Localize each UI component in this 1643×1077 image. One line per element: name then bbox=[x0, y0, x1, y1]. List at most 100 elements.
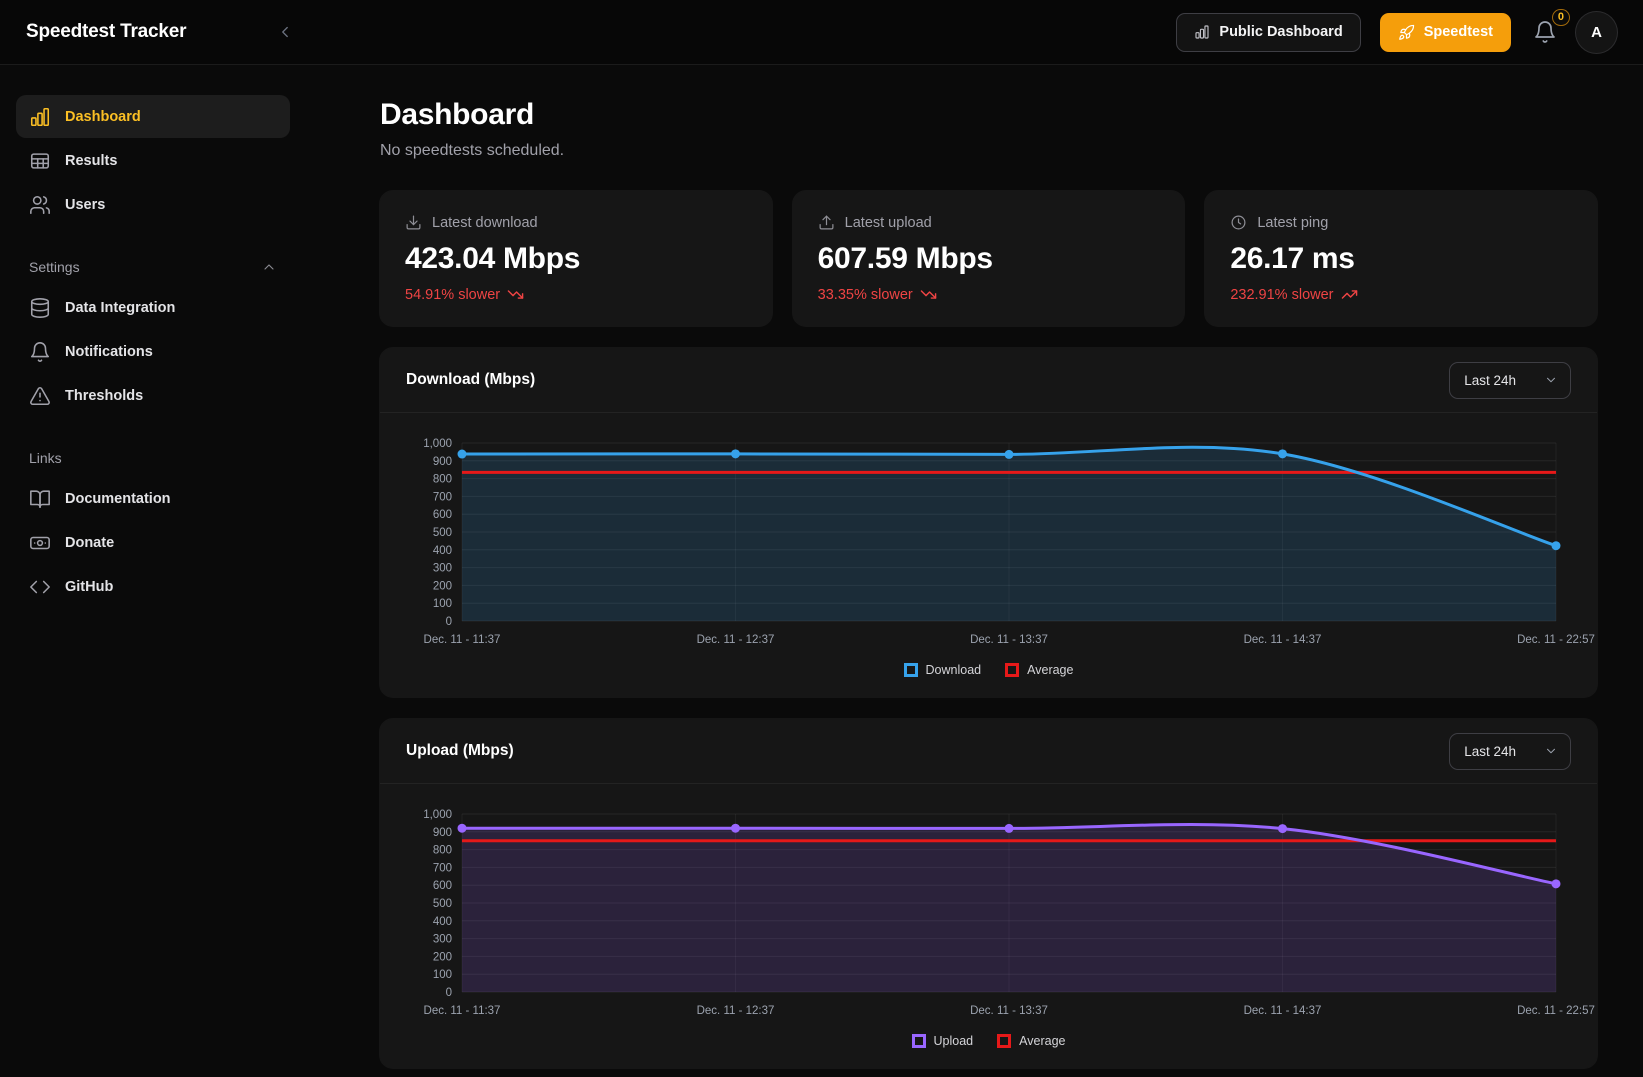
y-tick-label: 300 bbox=[433, 563, 452, 575]
chart-legend: Upload Average bbox=[380, 1022, 1597, 1068]
sidebar-item-label: Notifications bbox=[65, 344, 153, 360]
download-chart-card: Download (Mbps) Last 24h 010020030040050… bbox=[380, 348, 1597, 697]
x-tick-label: Dec. 11 - 22:57 bbox=[1517, 1005, 1595, 1017]
x-tick-label: Dec. 11 - 14:37 bbox=[1244, 634, 1322, 646]
sidebar-item-label: Users bbox=[65, 197, 105, 213]
sidebar-item-label: Donate bbox=[65, 535, 114, 551]
legend-swatch bbox=[997, 1034, 1011, 1048]
database-icon bbox=[29, 297, 51, 319]
notifications-button[interactable]: 0 bbox=[1533, 20, 1557, 44]
public-dashboard-button[interactable]: Public Dashboard bbox=[1176, 13, 1360, 52]
banknote-icon bbox=[29, 532, 51, 554]
table-icon bbox=[29, 150, 51, 172]
time-range-select[interactable]: Last 24h bbox=[1449, 733, 1571, 770]
stat-card-download: Latest download 423.04 Mbps 54.91% slowe… bbox=[380, 191, 772, 326]
y-tick-label: 800 bbox=[433, 474, 452, 486]
y-tick-label: 300 bbox=[433, 934, 452, 946]
sidebar-item-dashboard[interactable]: Dashboard bbox=[16, 95, 290, 138]
trend-icon bbox=[920, 286, 937, 303]
legend-swatch bbox=[904, 663, 918, 677]
sidebar-item-documentation[interactable]: Documentation bbox=[16, 477, 290, 520]
sidebar-item-donate[interactable]: Donate bbox=[16, 521, 290, 564]
y-tick-label: 400 bbox=[433, 916, 452, 928]
chart-header: Download (Mbps) Last 24h bbox=[380, 348, 1597, 412]
chevron-down-icon bbox=[1544, 744, 1558, 758]
app-title: Speedtest Tracker bbox=[26, 21, 186, 43]
sidebar-item-label: Thresholds bbox=[65, 388, 143, 404]
sidebar-item-label: Dashboard bbox=[65, 109, 141, 125]
alert-triangle-icon bbox=[29, 385, 51, 407]
chevron-left-icon bbox=[276, 23, 294, 41]
user-avatar[interactable]: A bbox=[1576, 12, 1617, 53]
stat-card-ping: Latest ping 26.17 ms 232.91% slower bbox=[1205, 191, 1597, 326]
x-tick-label: Dec. 11 - 11:37 bbox=[424, 1005, 501, 1017]
legend-item[interactable]: Download bbox=[904, 663, 982, 677]
stat-card-upload: Latest upload 607.59 Mbps 33.35% slower bbox=[793, 191, 1185, 326]
stat-value: 423.04 Mbps bbox=[405, 242, 747, 276]
y-tick-label: 600 bbox=[433, 880, 452, 892]
stat-value: 26.17 ms bbox=[1230, 242, 1572, 276]
y-tick-label: 1,000 bbox=[423, 809, 452, 821]
legend-label: Upload bbox=[934, 1034, 974, 1048]
stat-delta: 232.91% slower bbox=[1230, 286, 1572, 303]
time-range-select[interactable]: Last 24h bbox=[1449, 362, 1571, 399]
stat-label: Latest upload bbox=[845, 215, 932, 231]
y-tick-label: 800 bbox=[433, 845, 452, 857]
y-tick-label: 200 bbox=[433, 951, 452, 963]
sidebar-group-label: Links bbox=[29, 450, 62, 466]
stat-label-row: Latest download bbox=[405, 214, 747, 231]
upload-icon bbox=[818, 214, 835, 231]
y-tick-label: 700 bbox=[433, 491, 452, 503]
legend-item[interactable]: Average bbox=[1005, 663, 1073, 677]
y-tick-label: 500 bbox=[433, 898, 452, 910]
sidebar-item-label: Data Integration bbox=[65, 300, 175, 316]
sidebar-group-label: Settings bbox=[29, 259, 80, 275]
chart-canvas[interactable]: 01002003004005006007008009001,000Dec. 11… bbox=[380, 413, 1597, 651]
clock-icon bbox=[1230, 214, 1247, 231]
stat-label: Latest download bbox=[432, 215, 538, 231]
top-bar-left: Speedtest Tracker bbox=[26, 19, 298, 45]
stat-delta: 33.35% slower bbox=[818, 286, 1160, 303]
x-tick-label: Dec. 11 - 13:37 bbox=[970, 634, 1048, 646]
sidebar-collapse-button[interactable] bbox=[272, 19, 298, 45]
download-icon bbox=[405, 214, 422, 231]
chart-legend: Download Average bbox=[380, 651, 1597, 697]
stat-delta-text: 232.91% slower bbox=[1230, 287, 1333, 303]
x-tick-label: Dec. 11 - 22:57 bbox=[1517, 634, 1595, 646]
y-tick-label: 100 bbox=[433, 598, 452, 610]
legend-item[interactable]: Upload bbox=[912, 1034, 974, 1048]
main-content: Dashboard No speedtests scheduled. Lates… bbox=[306, 65, 1643, 1077]
y-tick-label: 0 bbox=[446, 987, 452, 999]
top-bar: Speedtest Tracker Public Dashboard Speed… bbox=[0, 0, 1643, 65]
x-tick-label: Dec. 11 - 14:37 bbox=[1244, 1005, 1322, 1017]
speedtest-label: Speedtest bbox=[1424, 24, 1493, 40]
y-tick-label: 900 bbox=[433, 827, 452, 839]
sidebar-item-data-integration[interactable]: Data Integration bbox=[16, 286, 290, 329]
rocket-icon bbox=[1398, 24, 1415, 41]
legend-swatch bbox=[1005, 663, 1019, 677]
chevron-up-icon bbox=[261, 259, 277, 275]
chart-header: Upload (Mbps) Last 24h bbox=[380, 719, 1597, 783]
chart-title: Upload (Mbps) bbox=[406, 742, 514, 760]
sidebar-group-settings[interactable]: Settings bbox=[16, 259, 290, 275]
users-icon bbox=[29, 194, 51, 216]
y-tick-label: 900 bbox=[433, 456, 452, 468]
chart-bar-icon bbox=[1194, 24, 1210, 40]
sidebar-item-thresholds[interactable]: Thresholds bbox=[16, 374, 290, 417]
y-tick-label: 500 bbox=[433, 527, 452, 539]
notification-count-badge: 0 bbox=[1552, 9, 1570, 26]
public-dashboard-label: Public Dashboard bbox=[1219, 24, 1342, 40]
legend-swatch bbox=[912, 1034, 926, 1048]
speedtest-button[interactable]: Speedtest bbox=[1380, 13, 1511, 52]
sidebar-item-users[interactable]: Users bbox=[16, 183, 290, 226]
trend-icon bbox=[507, 286, 524, 303]
legend-item[interactable]: Average bbox=[997, 1034, 1065, 1048]
sidebar-group-links: Links bbox=[16, 450, 290, 466]
y-tick-label: 700 bbox=[433, 862, 452, 874]
stat-label-row: Latest upload bbox=[818, 214, 1160, 231]
sidebar-item-results[interactable]: Results bbox=[16, 139, 290, 182]
sidebar-item-notifications[interactable]: Notifications bbox=[16, 330, 290, 373]
sidebar-item-github[interactable]: GitHub bbox=[16, 565, 290, 608]
chart-canvas[interactable]: 01002003004005006007008009001,000Dec. 11… bbox=[380, 784, 1597, 1022]
x-tick-label: Dec. 11 - 12:37 bbox=[697, 634, 775, 646]
